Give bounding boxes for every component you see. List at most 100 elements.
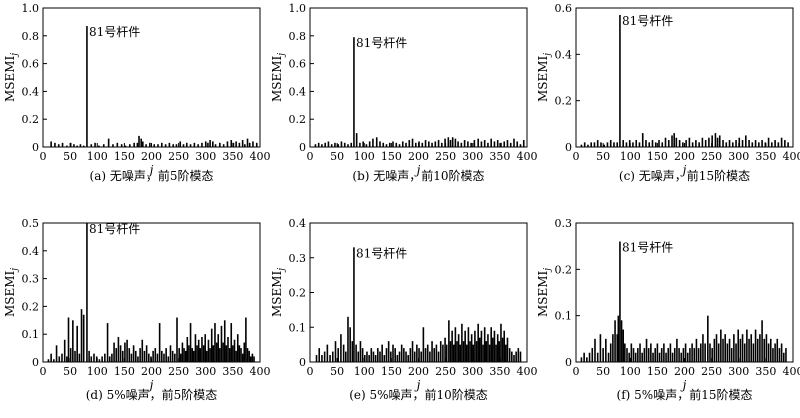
bar — [451, 331, 453, 362]
bar — [195, 334, 197, 362]
bar — [381, 345, 383, 362]
bar — [412, 139, 414, 147]
bar — [371, 348, 373, 362]
bar — [401, 345, 403, 362]
bar — [227, 141, 229, 147]
bar — [377, 348, 379, 362]
bar — [337, 348, 339, 362]
bar — [729, 339, 731, 362]
y-axis-label: MSEMIj — [3, 268, 20, 317]
bar — [586, 357, 588, 362]
y-tick-label: 0 — [565, 356, 572, 369]
bar — [328, 141, 330, 147]
bar — [772, 348, 774, 362]
y-tick-label: 0.2 — [22, 113, 40, 126]
bar — [716, 334, 718, 362]
plot-frame — [310, 8, 527, 147]
bar — [179, 141, 181, 147]
bar — [479, 338, 481, 362]
x-tick-label: 300 — [728, 150, 749, 163]
bar — [685, 343, 687, 362]
bar — [382, 143, 384, 147]
bar — [213, 345, 215, 362]
bar — [616, 142, 618, 147]
bar — [169, 143, 171, 147]
bar — [230, 140, 232, 147]
bar — [359, 143, 361, 147]
bar — [379, 141, 381, 147]
bar — [654, 348, 656, 362]
bar — [458, 334, 460, 362]
plot-frame — [576, 8, 793, 147]
bar — [357, 352, 359, 362]
bar — [219, 143, 221, 147]
bar — [407, 355, 409, 362]
bar — [54, 143, 56, 147]
bar — [735, 140, 737, 147]
bar — [139, 348, 141, 362]
bar — [384, 355, 386, 362]
bar — [600, 142, 602, 147]
bar — [687, 353, 689, 362]
bar — [590, 142, 592, 147]
bar — [217, 334, 219, 362]
bar — [626, 142, 628, 147]
bar — [785, 348, 787, 362]
bar — [584, 142, 586, 147]
bar — [440, 341, 442, 362]
bar — [243, 343, 245, 362]
bar — [676, 138, 678, 147]
bar — [379, 352, 381, 362]
x-tick-label: 250 — [168, 365, 189, 378]
bar — [763, 339, 765, 362]
bar — [594, 142, 596, 147]
y-tick-label: 0.4 — [22, 85, 40, 98]
y-tick-label: 0.3 — [22, 273, 40, 286]
bar — [619, 242, 621, 362]
bar — [632, 142, 634, 147]
bar — [689, 348, 691, 362]
chart-caption: (e) 5%噪声，前10阶模态 — [286, 386, 552, 403]
bar — [494, 331, 496, 362]
bar — [422, 143, 424, 147]
bar — [779, 348, 781, 362]
y-tick-label: 0.6 — [22, 58, 40, 71]
bar — [185, 351, 187, 362]
bar — [249, 143, 251, 147]
y-tick-label: 0.1 — [22, 328, 40, 341]
bar — [676, 339, 678, 362]
x-tick-label: 150 — [114, 365, 135, 378]
bar — [715, 133, 717, 147]
bar — [355, 345, 357, 362]
y-tick-label: 0.2 — [555, 263, 573, 276]
bar — [513, 139, 515, 147]
x-tick-label: 250 — [435, 365, 456, 378]
bar — [455, 327, 457, 362]
bar — [222, 343, 224, 362]
y-tick-label: 0.1 — [555, 310, 573, 323]
bar — [500, 143, 502, 147]
bar — [722, 140, 724, 147]
x-tick-label: 100 — [354, 150, 375, 163]
bar — [481, 141, 483, 147]
bar — [641, 353, 643, 362]
bar — [727, 343, 729, 362]
bar — [321, 355, 323, 362]
bar — [252, 141, 254, 147]
bar — [117, 143, 119, 147]
y-tick-label: 0 — [32, 141, 39, 154]
bar — [610, 343, 612, 362]
x-tick-label: 100 — [87, 365, 108, 378]
bar — [719, 135, 721, 147]
x-tick-label: 100 — [87, 150, 108, 163]
bar — [122, 351, 124, 362]
bar — [637, 348, 639, 362]
bar — [347, 317, 349, 362]
x-tick-label: 350 — [222, 365, 243, 378]
bar — [344, 143, 346, 147]
bar — [674, 348, 676, 362]
bar — [216, 343, 218, 362]
bar — [453, 345, 455, 362]
bar — [68, 318, 70, 362]
bar — [329, 355, 331, 362]
